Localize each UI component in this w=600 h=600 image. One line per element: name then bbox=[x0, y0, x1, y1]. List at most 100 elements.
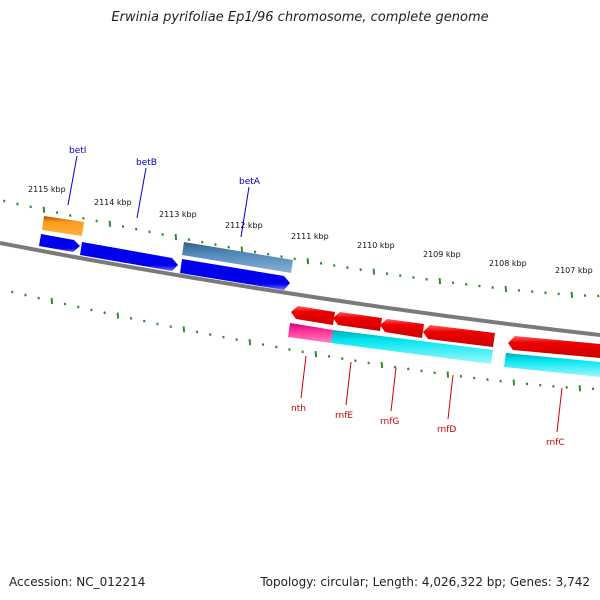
gene-rnfC[interactable] bbox=[508, 336, 600, 358]
scale-ticks-forward bbox=[3, 199, 600, 298]
leader-rnfC bbox=[556, 387, 563, 433]
scale-label: 2114 kbp bbox=[94, 198, 132, 207]
minor-tick bbox=[103, 311, 106, 315]
major-tick bbox=[116, 312, 120, 319]
minor-tick bbox=[69, 214, 72, 217]
minor-tick bbox=[491, 286, 494, 289]
minor-tick bbox=[95, 219, 98, 223]
minor-tick bbox=[333, 264, 336, 267]
minor-tick bbox=[195, 330, 199, 334]
gene-label-betA[interactable]: betA bbox=[239, 177, 261, 187]
minor-tick bbox=[552, 384, 555, 388]
minor-tick bbox=[261, 343, 265, 347]
major-tick bbox=[504, 285, 508, 293]
leader-rnfG bbox=[390, 367, 397, 412]
gene-label-rnfD[interactable]: rnfD bbox=[437, 425, 456, 435]
minor-tick bbox=[280, 255, 283, 259]
gene-rnfC-cyan[interactable] bbox=[504, 353, 600, 377]
minor-tick bbox=[222, 335, 225, 339]
minor-tick bbox=[3, 199, 6, 203]
minor-tick bbox=[267, 252, 270, 256]
minor-tick bbox=[29, 205, 32, 209]
minor-tick bbox=[11, 290, 14, 294]
minor-tick bbox=[288, 348, 291, 351]
minor-tick bbox=[37, 296, 40, 300]
gene-label-betB[interactable]: betB bbox=[136, 158, 157, 168]
minor-tick bbox=[544, 291, 547, 295]
scale-label: 2111 kbp bbox=[291, 232, 329, 241]
scale-label: 2115 kbp bbox=[28, 185, 66, 194]
gene-label-nth[interactable]: nth bbox=[291, 404, 306, 414]
minor-tick bbox=[90, 308, 93, 312]
gene-label-betI[interactable]: betI bbox=[69, 146, 86, 156]
map-title: Erwinia pyrifoliae Ep1/96 chromosome, co… bbox=[111, 10, 489, 25]
minor-tick bbox=[407, 367, 410, 371]
gene-label-rnfG[interactable]: rnfG bbox=[380, 417, 399, 427]
major-tick bbox=[248, 339, 252, 346]
gene-label-rnfE[interactable]: rnfE bbox=[335, 411, 353, 421]
gene-nth[interactable] bbox=[291, 306, 335, 325]
minor-tick bbox=[161, 233, 164, 236]
gene-betA-blue[interactable] bbox=[180, 259, 290, 290]
major-tick bbox=[240, 246, 244, 253]
chromosome-backbone bbox=[0, 241, 600, 337]
minor-tick bbox=[517, 288, 521, 292]
minor-tick bbox=[235, 338, 238, 342]
gene-rnfE[interactable] bbox=[333, 312, 382, 331]
minor-tick bbox=[385, 272, 389, 276]
minor-tick bbox=[319, 261, 323, 265]
minor-tick bbox=[399, 274, 402, 277]
minor-tick bbox=[187, 238, 191, 242]
minor-tick bbox=[433, 371, 436, 375]
minor-tick bbox=[486, 378, 489, 381]
minor-tick bbox=[531, 290, 534, 294]
minor-tick bbox=[156, 322, 159, 326]
minor-tick bbox=[539, 383, 542, 387]
accession-text: Accession: NC_012214 bbox=[9, 575, 146, 589]
leader-rnfD bbox=[447, 374, 454, 420]
scale-label: 2108 kbp bbox=[489, 259, 527, 268]
gene-betB[interactable] bbox=[80, 242, 178, 271]
minor-tick bbox=[597, 294, 600, 298]
minor-tick bbox=[77, 305, 80, 309]
major-tick bbox=[314, 351, 318, 358]
minor-tick bbox=[346, 266, 349, 269]
minor-tick bbox=[354, 359, 357, 363]
minor-tick bbox=[121, 225, 125, 228]
minor-tick bbox=[451, 281, 455, 285]
gene-nth-magenta[interactable] bbox=[288, 323, 333, 343]
major-tick bbox=[512, 379, 516, 386]
minor-tick bbox=[301, 350, 304, 354]
scale-label: 2113 kbp bbox=[159, 210, 197, 219]
gene-label-rnfC[interactable]: rnfC bbox=[546, 438, 565, 448]
minor-tick bbox=[393, 365, 397, 369]
leader-betI bbox=[67, 155, 78, 206]
minor-tick bbox=[367, 361, 370, 365]
minor-tick bbox=[24, 293, 27, 297]
major-tick bbox=[372, 268, 376, 275]
major-tick bbox=[182, 326, 186, 333]
major-tick bbox=[50, 297, 54, 305]
scale-ticks-reverse bbox=[11, 290, 595, 392]
minor-tick bbox=[525, 382, 529, 386]
minor-tick bbox=[148, 230, 151, 234]
gene-rnfG[interactable] bbox=[380, 319, 424, 338]
scale-label: 2110 kbp bbox=[357, 241, 395, 250]
gene-betI[interactable] bbox=[42, 216, 84, 236]
minor-tick bbox=[591, 387, 595, 391]
major-tick bbox=[578, 385, 582, 392]
minor-tick bbox=[129, 316, 133, 320]
major-tick bbox=[446, 371, 450, 378]
gene-betI-blue[interactable] bbox=[39, 234, 80, 252]
gene-rnfD[interactable] bbox=[423, 325, 495, 347]
minor-tick bbox=[465, 283, 468, 286]
gene-betA[interactable] bbox=[182, 242, 293, 273]
minor-tick bbox=[478, 284, 481, 288]
leader-betB bbox=[136, 167, 147, 219]
minor-tick bbox=[499, 379, 502, 383]
minor-tick bbox=[420, 369, 423, 373]
minor-tick bbox=[201, 240, 204, 244]
gene-rnfE-cyan[interactable] bbox=[331, 330, 493, 364]
minor-tick bbox=[583, 294, 587, 297]
